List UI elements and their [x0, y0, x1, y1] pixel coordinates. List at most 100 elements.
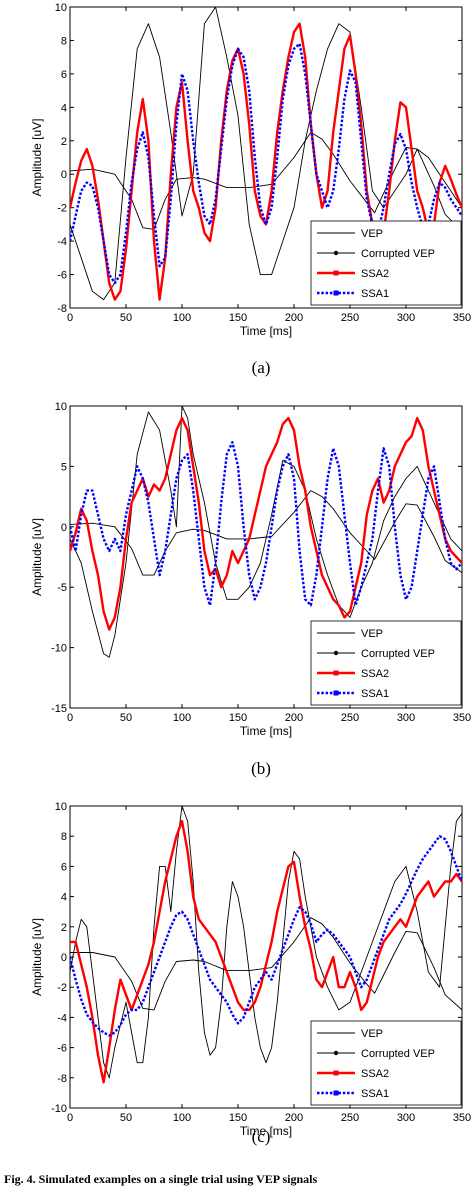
y-tick-label: 5 [61, 461, 67, 473]
legend-label: SSA1 [361, 1088, 389, 1100]
x-tick-label: 350 [453, 712, 471, 724]
x-tick-label: 250 [341, 712, 359, 724]
legend: VEP Corrupted VEP SSA2 SSA1 [310, 620, 462, 706]
series-line-ssa2 [70, 416, 462, 631]
y-tick-label: -2 [57, 982, 67, 994]
legend-label: VEP [361, 228, 383, 240]
legend-marker [333, 1090, 339, 1096]
y-tick-label: -10 [51, 643, 67, 655]
plot-frame [69, 6, 463, 309]
y-tick-label: 6 [61, 861, 67, 873]
x-tick-label: 50 [120, 1112, 132, 1124]
legend-label: SSA2 [361, 668, 389, 680]
series-line-vep [70, 917, 462, 1011]
series-line-corrupted-vep [70, 406, 462, 658]
x-tick-label: 300 [397, 312, 415, 324]
legend-label: VEP [361, 628, 383, 640]
x-tick-label: 350 [453, 1112, 471, 1124]
y-tick-label: -6 [57, 1043, 67, 1055]
panel-label: (a) [252, 358, 271, 377]
legend-marker [333, 690, 339, 696]
y-axis-label: Amplitude [uV] [30, 518, 44, 596]
legend-marker [333, 650, 339, 656]
x-tick-label: 300 [397, 712, 415, 724]
series-line-vep [70, 490, 462, 576]
legend-marker [333, 670, 339, 676]
series-line-ssa1 [70, 441, 462, 607]
legend-label: SSA1 [361, 288, 389, 300]
y-tick-label: 10 [55, 401, 67, 413]
legend-marker [333, 1050, 339, 1056]
x-tick-label: 300 [397, 1112, 415, 1124]
legend-marker [333, 290, 339, 296]
legend-label: SSA2 [361, 1068, 389, 1080]
y-tick-label: 6 [61, 69, 67, 81]
x-tick-label: 150 [229, 312, 247, 324]
y-tick-label: -8 [57, 303, 67, 315]
x-tick-label: 250 [341, 1112, 359, 1124]
y-axis-label: Amplitude [uV] [30, 918, 44, 996]
x-tick-label: 0 [67, 1112, 73, 1124]
legend-marker [333, 1070, 339, 1076]
y-tick-label: -5 [57, 582, 67, 594]
y-tick-label: -10 [51, 1103, 67, 1115]
x-tick-label: 200 [285, 312, 303, 324]
series-line-ssa2 [70, 22, 462, 301]
legend-label: VEP [361, 1028, 383, 1040]
series-lines [70, 7, 462, 301]
x-tick-label: 100 [173, 1112, 191, 1124]
chart-panel-1: 0 50 100 150 200 250 300 350 -8 -6 -4 -2 0 2 4 6 8 10 Time… [30, 2, 471, 377]
legend: VEP Corrupted VEP SSA2 SSA1 [310, 1020, 462, 1106]
x-tick-label: 100 [173, 712, 191, 724]
legend-marker [333, 250, 339, 256]
legend-label: SSA1 [361, 688, 389, 700]
x-tick-label: 250 [341, 312, 359, 324]
x-tick-label: 150 [229, 1112, 247, 1124]
series-line-ssa1 [70, 835, 462, 1037]
x-tick-label: 0 [67, 312, 73, 324]
legend-label: SSA2 [361, 268, 389, 280]
plot-frame [69, 405, 463, 709]
x-tick-label: 0 [67, 712, 73, 724]
y-tick-label: 10 [55, 801, 67, 813]
y-tick-label: -8 [57, 1073, 67, 1085]
y-tick-label: 2 [61, 136, 67, 148]
legend-box [310, 220, 462, 306]
y-tick-label: -15 [51, 703, 67, 715]
legend-label: Corrupted VEP [361, 248, 435, 260]
x-tick-label: 100 [173, 312, 191, 324]
x-tick-label: 50 [120, 712, 132, 724]
x-tick-label: 50 [120, 312, 132, 324]
series-line-ssa1 [70, 42, 462, 285]
y-tick-label: 10 [55, 2, 67, 14]
chart-panel-3: 0 50 100 150 200 250 300 350 -10 -8 -6 -4 -2 0 2 4 6 8 10 T… [30, 801, 471, 1146]
y-tick-label: 0 [61, 952, 67, 964]
x-tick-label: 150 [229, 712, 247, 724]
y-tick-label: -6 [57, 270, 67, 282]
series-line-ssa2 [70, 819, 462, 1084]
panel-label: (c) [252, 1127, 271, 1146]
series-line-vep [70, 131, 462, 232]
legend-marker [333, 270, 339, 276]
series-line-corrupted-vep [70, 7, 462, 301]
series-lines [70, 806, 462, 1084]
y-tick-label: -4 [57, 1012, 67, 1024]
legend: VEP Corrupted VEP SSA2 SSA1 [310, 220, 462, 306]
figure-caption: Fig. 4. Simulated examples on a single t… [4, 1172, 318, 1186]
x-tick-label: 350 [453, 312, 471, 324]
panel-label: (b) [251, 759, 271, 778]
legend-label: Corrupted VEP [361, 648, 435, 660]
legend-label: Corrupted VEP [361, 1048, 435, 1060]
y-tick-label: 8 [61, 831, 67, 843]
y-tick-label: -2 [57, 203, 67, 215]
y-tick-label: 0 [61, 522, 67, 534]
x-axis-label: Time [ms] [240, 724, 292, 738]
y-tick-label: 0 [61, 169, 67, 181]
y-tick-label: 2 [61, 922, 67, 934]
x-tick-label: 200 [285, 1112, 303, 1124]
y-tick-label: 4 [61, 102, 67, 114]
y-tick-label: 4 [61, 892, 67, 904]
x-axis-label: Time [ms] [240, 1124, 292, 1138]
series-lines [70, 406, 462, 658]
chart-panel-2: 0 50 100 150 200 250 300 350 -15 -10 -5 0 5 10 Time [m… [30, 401, 471, 778]
